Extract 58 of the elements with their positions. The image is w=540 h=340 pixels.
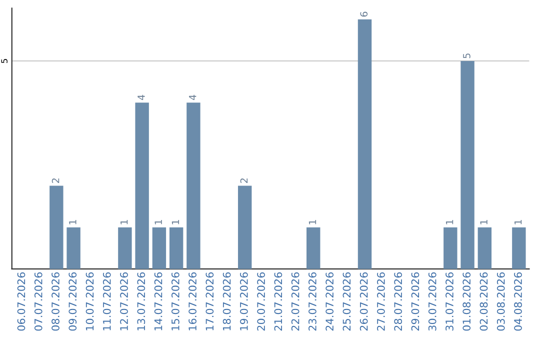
x-tick-label: 28.07.2026: [394, 272, 402, 331]
x-tick-label: 04.08.2026: [514, 272, 522, 331]
x-tick-label: 29.07.2026: [411, 272, 420, 331]
data-label: 2: [52, 178, 60, 183]
bar: [135, 102, 149, 269]
data-label: 6: [360, 12, 368, 17]
bar: [512, 227, 526, 269]
x-tick-label: 16.07.2026: [188, 272, 196, 330]
x-tick-label: 11.07.2026: [102, 272, 111, 330]
x-tick-label: 15.07.2026: [171, 272, 180, 330]
x-tick-label: 24.07.2026: [326, 272, 334, 331]
bar: [186, 102, 200, 269]
bar: [169, 227, 184, 269]
bar: [118, 227, 132, 269]
data-label: 1: [514, 220, 522, 224]
x-tick-label: 31.07.2026: [446, 272, 454, 331]
x-tick-label: 12.07.2026: [120, 272, 128, 330]
data-label: 1: [154, 220, 162, 224]
x-tick-label: 13.07.2026: [137, 272, 146, 330]
bar: [444, 227, 458, 269]
data-label: 4: [189, 94, 196, 100]
bar: [50, 186, 64, 269]
data-label: 1: [69, 220, 76, 224]
data-label: 1: [308, 220, 316, 224]
x-tick-label: 22.07.2026: [291, 272, 300, 331]
data-label: 5: [463, 54, 470, 58]
x-tick-label: 09.07.2026: [68, 272, 77, 331]
x-tick-label: 06.07.2026: [17, 272, 26, 331]
x-tick-label: 03.08.2026: [496, 272, 505, 331]
bar: [478, 227, 492, 269]
x-tick-label: 14.07.2026: [154, 272, 162, 330]
bar: [152, 227, 166, 269]
bar: [460, 60, 474, 269]
data-label: 4: [138, 94, 145, 100]
x-tick-label: 20.07.2026: [257, 272, 265, 331]
x-tick-label: 27.07.2026: [377, 272, 385, 331]
x-tick-label: 02.08.2026: [480, 272, 488, 331]
x-tick-label: 10.07.2026: [86, 272, 94, 330]
x-tick-label: 01.08.2026: [462, 272, 471, 331]
data-label: 2: [240, 178, 248, 183]
data-label: 1: [480, 220, 488, 224]
bar: [66, 227, 80, 269]
data-label: 1: [446, 220, 454, 224]
x-tick-label: 07.07.2026: [34, 272, 42, 331]
x-tick-label: 19.07.2026: [240, 272, 248, 330]
x-tick-label: 30.07.2026: [428, 272, 436, 331]
x-tick-label: 18.07.2026: [222, 272, 231, 330]
data-label: 1: [172, 220, 180, 224]
x-tick-label: 17.07.2026: [206, 272, 214, 330]
x-tick-label: 23.07.2026: [308, 272, 316, 331]
bar: [238, 186, 252, 269]
x-tick-label: 26.07.2026: [360, 272, 368, 331]
x-tick-label: 21.07.2026: [274, 272, 282, 331]
bar: [358, 19, 372, 269]
x-tick-label: 25.07.2026: [342, 272, 351, 331]
bar: [306, 227, 320, 269]
x-tick-label: 08.07.2026: [52, 272, 60, 331]
data-label: 1: [120, 220, 128, 224]
